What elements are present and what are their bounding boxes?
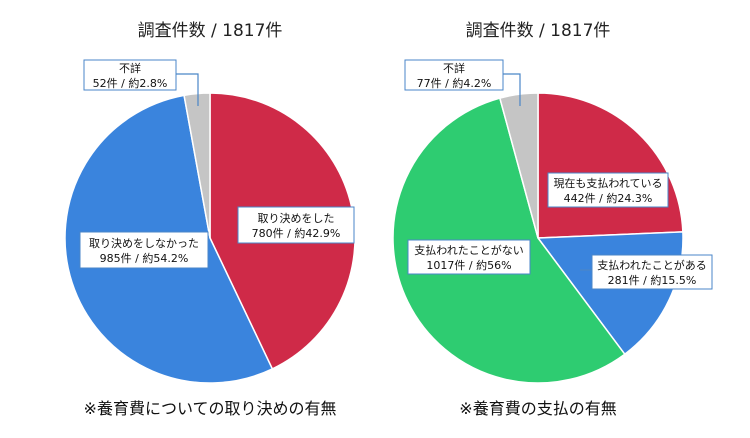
- chart-title: 調査件数 / 1817件: [466, 21, 611, 41]
- slice-value-label: 1017件 / 約56%: [426, 258, 511, 272]
- chart-caption: ※養育費についての取り決めの有無: [84, 399, 337, 418]
- slice-label: 支払われたことがない: [414, 243, 523, 257]
- chart-title: 調査件数 / 1817件: [138, 21, 283, 41]
- slice-value-label: 281件 / 約15.5%: [608, 273, 697, 287]
- slice-label: 取り決めをした: [258, 212, 335, 225]
- slice-value-label: 442件 / 約24.3%: [564, 191, 653, 205]
- slice-label: 現在も支払われている: [553, 176, 662, 190]
- pie-slice: [183, 92, 211, 239]
- slice-label: 不詳: [119, 61, 141, 75]
- slice-label: 不詳: [443, 61, 465, 75]
- data-label-box: [547, 172, 669, 208]
- data-label-box: [404, 59, 504, 91]
- data-label-box: [237, 206, 355, 244]
- chart-caption: ※養育費の支払の有無: [459, 399, 616, 418]
- slice-value-label: 52件 / 約2.8%: [93, 76, 168, 90]
- data-label-box: [83, 59, 177, 91]
- leader-line: [176, 73, 199, 106]
- slice-value-label: 985件 / 約54.2%: [100, 251, 189, 265]
- leader-line: [503, 73, 521, 106]
- data-label-box: [591, 254, 713, 290]
- pie-slice: [498, 92, 539, 239]
- slice-label: 支払われたことがある: [597, 258, 706, 272]
- slice-label: 取り決めをしなかった: [89, 237, 199, 250]
- slice-value-label: 77件 / 約4.2%: [417, 76, 492, 90]
- pie-slice: [537, 92, 684, 239]
- data-label-box: [79, 231, 209, 269]
- data-label-box: [407, 239, 531, 275]
- slice-value-label: 780件 / 約42.9%: [252, 226, 341, 240]
